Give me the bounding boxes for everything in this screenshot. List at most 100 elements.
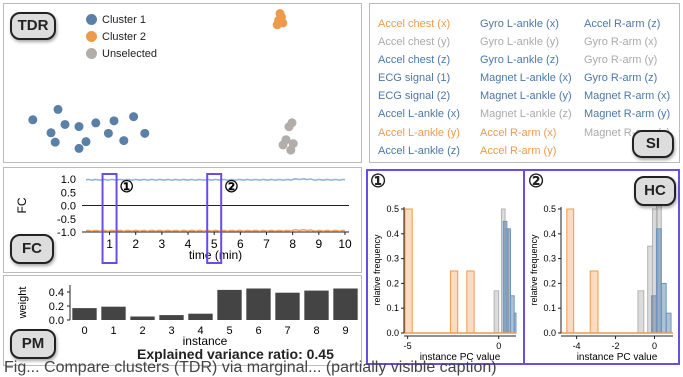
legend-item: Cluster 1 (86, 11, 157, 28)
fc-xlabel: time (min) (189, 248, 242, 262)
weight-bar (130, 316, 155, 320)
fc-xtick-label: 10 (338, 237, 352, 251)
signal-label[interactable]: Gyro L-ankle (z) (480, 54, 559, 67)
tdr-badge: TDR (10, 12, 56, 40)
signal-label[interactable]: Accel chest (x) (378, 18, 451, 30)
signal-label[interactable]: Magnet R-arm (y) (584, 108, 671, 121)
si-badge: SI (632, 130, 674, 158)
signal-label[interactable]: Gyro R-arm (y) (584, 54, 658, 67)
signal-label[interactable]: Accel chest (z) (378, 54, 451, 67)
hc-panel[interactable]: 0.5 0.4 0.3 0.2 0.1 0.0 -5 0 instance PC value re… (366, 169, 680, 365)
pm-badge: PM (10, 329, 56, 359)
signal-label[interactable]: Accel L-ankle (x) (378, 108, 460, 121)
hc-ytick-label: 0.0 (543, 328, 556, 338)
hc-xtick-label: 0 (652, 341, 657, 351)
weight-bar (246, 288, 271, 320)
hc-ytick-label: 0.5 (543, 204, 556, 214)
signal-label[interactable]: Gyro R-arm (x) (584, 36, 658, 49)
fc-ylabel: FC (15, 197, 29, 213)
signal-label[interactable]: Accel chest (y) (378, 36, 451, 49)
histogram-bin (510, 295, 515, 334)
fc-panel[interactable]: 1.0 0.5 0.0 -0.5 -1.0 1 2 3 4 5 6 7 8 9 10 time (min) FC… (3, 167, 362, 273)
fc-ytick-label: 0.5 (61, 187, 76, 199)
scatter-point (103, 128, 113, 138)
si-panel[interactable]: Accel chest (x) Accel chest (y) Accel ches… (369, 3, 680, 163)
signal-label[interactable]: Accel L-ankle (y) (378, 126, 460, 139)
scatter-point (119, 136, 129, 146)
weight-bar (217, 289, 242, 320)
weight-bar (159, 315, 184, 320)
si-column-2: Gyro L-ankle (x) Gyro L-ankle (y) Gyro L-a… (480, 15, 572, 160)
hc-ylabel: relative frequency (372, 234, 382, 306)
histogram-bin (566, 208, 575, 334)
pm-bar-chart[interactable]: 0.4 0.2 0.0 0 1 2 3 4 5 6 7 8 9 instance weight (4, 276, 363, 367)
fc-xtick-label: 3 (159, 237, 166, 251)
legend-label: Unselected (102, 47, 158, 60)
pm-xtick-label: 8 (313, 325, 319, 337)
signal-label[interactable]: Accel R-arm (z) (584, 18, 661, 30)
si-column-1: Accel chest (x) Accel chest (y) Accel ches… (378, 15, 460, 160)
fc-xtick-label: 7 (263, 237, 270, 251)
histogram-bin (493, 290, 500, 334)
fc-xtick-label: 5 (211, 237, 218, 251)
weight-bar (333, 288, 358, 320)
pm-xtick-label: 4 (197, 325, 203, 337)
fc-line-chart[interactable]: 1.00.5 0.0-0.5-1.0 1 2 3 4 5 6 7 8 9 10 time (min) FC… (4, 168, 363, 274)
histogram-bin (466, 270, 475, 334)
tdr-panel[interactable]: Cluster 1 Cluster 2 Unselected TDR (3, 3, 362, 163)
time-window-label: ① (120, 179, 134, 196)
fc-xtick-label: 6 (237, 237, 244, 251)
pm-ytick-label: 0.2 (49, 301, 64, 313)
signal-label[interactable]: Magnet L-ankle (x) (480, 72, 572, 85)
signal-label[interactable]: ECG signal (2) (378, 90, 451, 103)
hc-ytick-label: 0.2 (386, 278, 399, 288)
signal-label[interactable]: Magnet L-ankle (z) (480, 108, 572, 121)
fc-xtick-label: 8 (289, 237, 296, 251)
weight-bar (101, 306, 126, 320)
signal-label[interactable]: Accel R-arm (y) (480, 144, 557, 157)
histogram-bin (502, 220, 508, 334)
pm-xtick-label: 2 (139, 325, 145, 337)
scatter-point (74, 122, 84, 132)
pm-xtick-label: 6 (255, 325, 261, 337)
time-window-label: ② (224, 179, 238, 196)
fc-series-orange (85, 228, 346, 232)
pm-xtick-label: 9 (342, 325, 348, 337)
explained-variance-ratio: Explained variance ratio: 0.45 (137, 346, 334, 362)
signal-label[interactable]: Magnet L-ankle (y) (480, 90, 572, 103)
histogram-bin (655, 228, 662, 334)
scatter-point (91, 118, 101, 128)
signal-label[interactable]: Accel L-ankle (z) (378, 144, 460, 157)
hc-xlabel: instance PC value (420, 352, 501, 363)
signal-label[interactable]: Gyro L-ankle (x) (480, 18, 559, 30)
fc-ytick-label: 0.0 (61, 201, 76, 213)
weight-bar (188, 313, 213, 320)
fc-ytick-label: -0.5 (57, 214, 76, 226)
scatter-point (129, 112, 139, 122)
hc-xlabel: instance PC value (577, 352, 658, 363)
hc-xtick-label: -2 (612, 341, 620, 351)
scatter-point (276, 12, 286, 22)
scatter-point (50, 137, 60, 147)
pm-xtick-label: 0 (81, 325, 87, 337)
tdr-legend: Cluster 1 Cluster 2 Unselected (86, 11, 157, 62)
signal-label[interactable]: Accel R-arm (x) (480, 126, 557, 139)
fc-series-blue (85, 177, 346, 182)
signal-label[interactable]: Magnet R-arm (x) (584, 90, 671, 103)
hc-ytick-label: 0.2 (543, 278, 556, 288)
tdr-scatter-plot[interactable] (4, 4, 363, 164)
hc-ytick-label: 0.4 (543, 229, 556, 239)
hc-ytick-label: 0.5 (386, 204, 399, 214)
scatter-point (287, 118, 297, 128)
signal-label[interactable]: Gyro L-ankle (y) (480, 36, 559, 49)
signal-label[interactable]: ECG signal (1) (378, 72, 451, 85)
scatter-point (53, 104, 63, 114)
pm-panel[interactable]: 0.4 0.2 0.0 0 1 2 3 4 5 6 7 8 9 instance weight Explai… (3, 275, 362, 366)
legend-label: Cluster 2 (102, 30, 147, 43)
weight-bar (275, 292, 300, 320)
fc-badge: FC (10, 234, 54, 264)
signal-label[interactable]: Gyro R-arm (z) (584, 72, 658, 85)
histogram-bin (449, 270, 459, 334)
